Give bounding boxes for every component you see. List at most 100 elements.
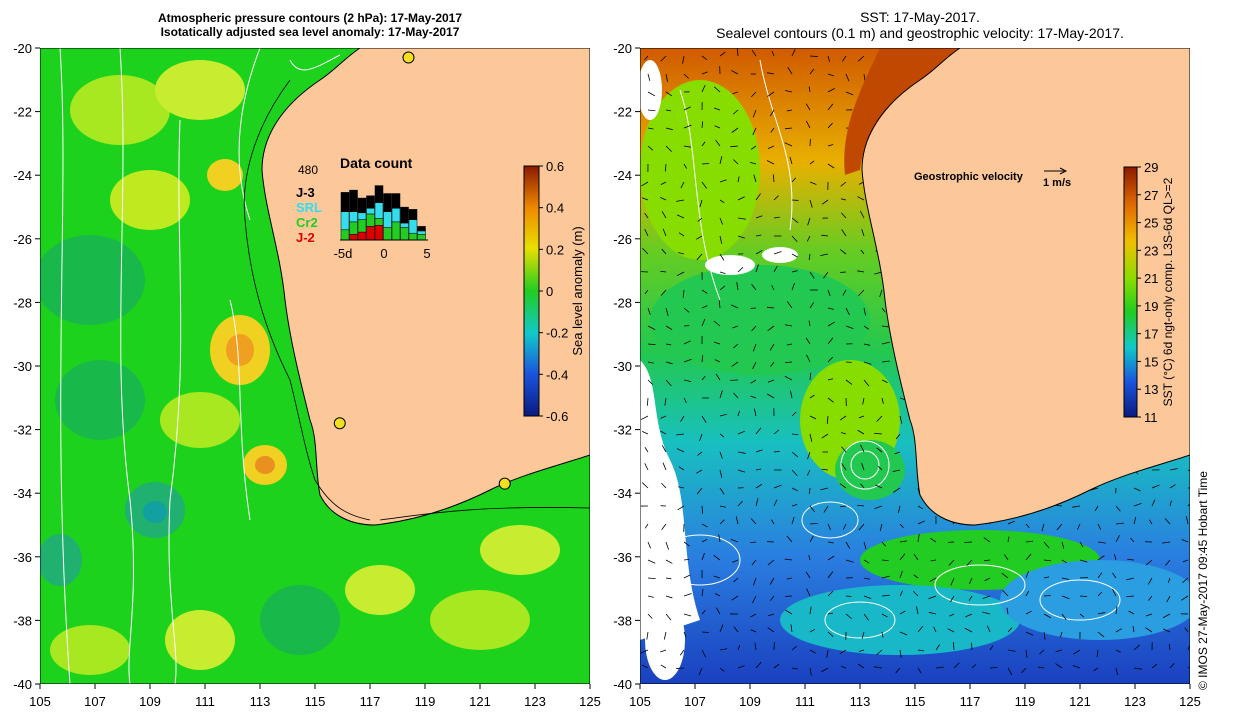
velocity-arrow — [696, 235, 703, 240]
velocity-arrow — [841, 229, 847, 237]
bar-segment-j-3 — [383, 193, 392, 212]
velocity-arrow — [861, 631, 865, 639]
bar-segment-cr2 — [357, 219, 367, 233]
velocity-arrow — [767, 393, 775, 399]
velocity-arrow — [881, 307, 886, 313]
tide-gauge-exmouth — [402, 51, 415, 64]
velocity-arrow — [809, 606, 812, 615]
velocity-arrow — [876, 649, 883, 656]
velocity-arrow — [1061, 613, 1067, 621]
velocity-arrow — [964, 541, 973, 543]
velocity-arrow — [827, 590, 834, 597]
velocity-arrow — [863, 73, 866, 82]
velocity-arrow — [839, 249, 847, 255]
velocity-arrow — [950, 595, 955, 603]
velocity-arrow — [1097, 631, 1105, 638]
velocity-arrow — [839, 415, 847, 421]
right-title-line2: Sealevel contours (0.1 m) and geostrophi… — [716, 25, 1124, 41]
velocity-arrow — [677, 271, 685, 276]
bar-segment-j-3 — [366, 195, 375, 209]
velocity-arrow — [647, 595, 654, 598]
velocity-arrow — [1094, 505, 1099, 512]
velocity-arrow — [1133, 644, 1140, 651]
velocity-arrow — [755, 264, 759, 273]
velocity-arrow — [1126, 595, 1135, 598]
velocity-arrow — [713, 575, 721, 579]
velocity-arrow — [676, 214, 685, 219]
velocity-arrow — [719, 217, 723, 225]
velocity-arrow — [701, 55, 708, 60]
velocity-arrow — [701, 588, 704, 597]
velocity-arrow — [1004, 554, 1009, 561]
velocity-arrow — [1097, 555, 1105, 561]
velocity-arrow — [841, 55, 847, 62]
lat-tick-label: -38 — [13, 613, 32, 628]
velocity-arrow — [696, 253, 703, 261]
velocity-arrow — [863, 595, 872, 599]
legend-cr2: Cr2 — [296, 215, 318, 230]
velocity-arrow — [933, 626, 937, 633]
velocity-arrow — [791, 217, 799, 224]
velocity-arrow — [845, 91, 854, 96]
velocity-arrow — [841, 432, 847, 435]
velocity-arrow — [899, 523, 904, 528]
sst-colorbar-label: SST (°C) 6d ngt-only comp. L3S-6d QL>=2 — [1161, 177, 1175, 406]
velocity-arrow — [791, 282, 795, 291]
bar-segment-srl — [391, 208, 401, 223]
velocity-arrow — [1037, 666, 1045, 669]
velocity-arrow — [676, 199, 685, 202]
velocity-arrow — [860, 249, 865, 255]
data-count-xtick: 5 — [423, 246, 430, 261]
velocity-arrow — [1025, 631, 1034, 636]
velocity-arrow — [1151, 499, 1156, 507]
shelf-contour-left — [243, 79, 590, 521]
velocity-arrow — [786, 343, 793, 346]
velocity-arrow — [1097, 572, 1103, 579]
velocity-arrow — [1061, 541, 1065, 549]
velocity-arrow — [755, 468, 762, 471]
velocity-arrow — [701, 415, 707, 423]
velocity-arrow — [1007, 520, 1015, 525]
velocity-arrow — [809, 68, 815, 75]
velocity-arrow — [713, 341, 721, 345]
velocity-arrow — [827, 73, 834, 77]
velocity-arrow — [769, 343, 775, 351]
data-count-xtick: -5d — [334, 246, 353, 261]
velocity-arrow — [1187, 666, 1190, 669]
velocity-arrow — [699, 433, 703, 442]
velocity-arrow — [771, 519, 775, 525]
lon-tick-label: 109 — [739, 694, 761, 709]
colorbar-tick-label: -0.4 — [546, 367, 568, 382]
velocity-arrow — [791, 451, 799, 458]
velocity-arrow — [698, 667, 703, 676]
velocity-arrow — [773, 429, 780, 435]
colorbar-tick-label: 19 — [1144, 299, 1158, 314]
velocity-arrow — [683, 358, 692, 363]
velocity-arrow — [809, 394, 815, 399]
velocity-legend: Geostrophic velocity 1 m/s — [914, 167, 1071, 189]
velocity-arrow — [1001, 572, 1009, 579]
velocity-arrow — [881, 594, 890, 597]
bar-segment-srl — [374, 202, 384, 219]
velocity-arrow — [750, 145, 757, 150]
data-count-xticks: -5d 0 5 — [334, 246, 431, 261]
velocity-arrow — [664, 397, 667, 406]
velocity-arrow — [644, 229, 649, 237]
velocity-arrow — [893, 487, 901, 493]
velocity-arrow — [863, 379, 870, 387]
velocity-arrow — [665, 307, 669, 316]
velocity-arrow — [730, 538, 739, 543]
velocity-arrow — [809, 433, 813, 442]
velocity-arrow — [731, 595, 739, 601]
velocity-arrow — [664, 163, 667, 172]
velocity-arrow — [660, 664, 667, 669]
lon-tick-label: 105 — [629, 694, 651, 709]
velocity-arrow — [1043, 559, 1052, 562]
velocity-arrow — [644, 447, 649, 453]
velocity-arrow — [860, 444, 865, 453]
velocity-arrow — [755, 427, 762, 435]
velocity-arrow — [770, 361, 775, 367]
velocity-arrow — [665, 559, 673, 564]
colorbar-tick-label: 0.4 — [546, 201, 564, 216]
